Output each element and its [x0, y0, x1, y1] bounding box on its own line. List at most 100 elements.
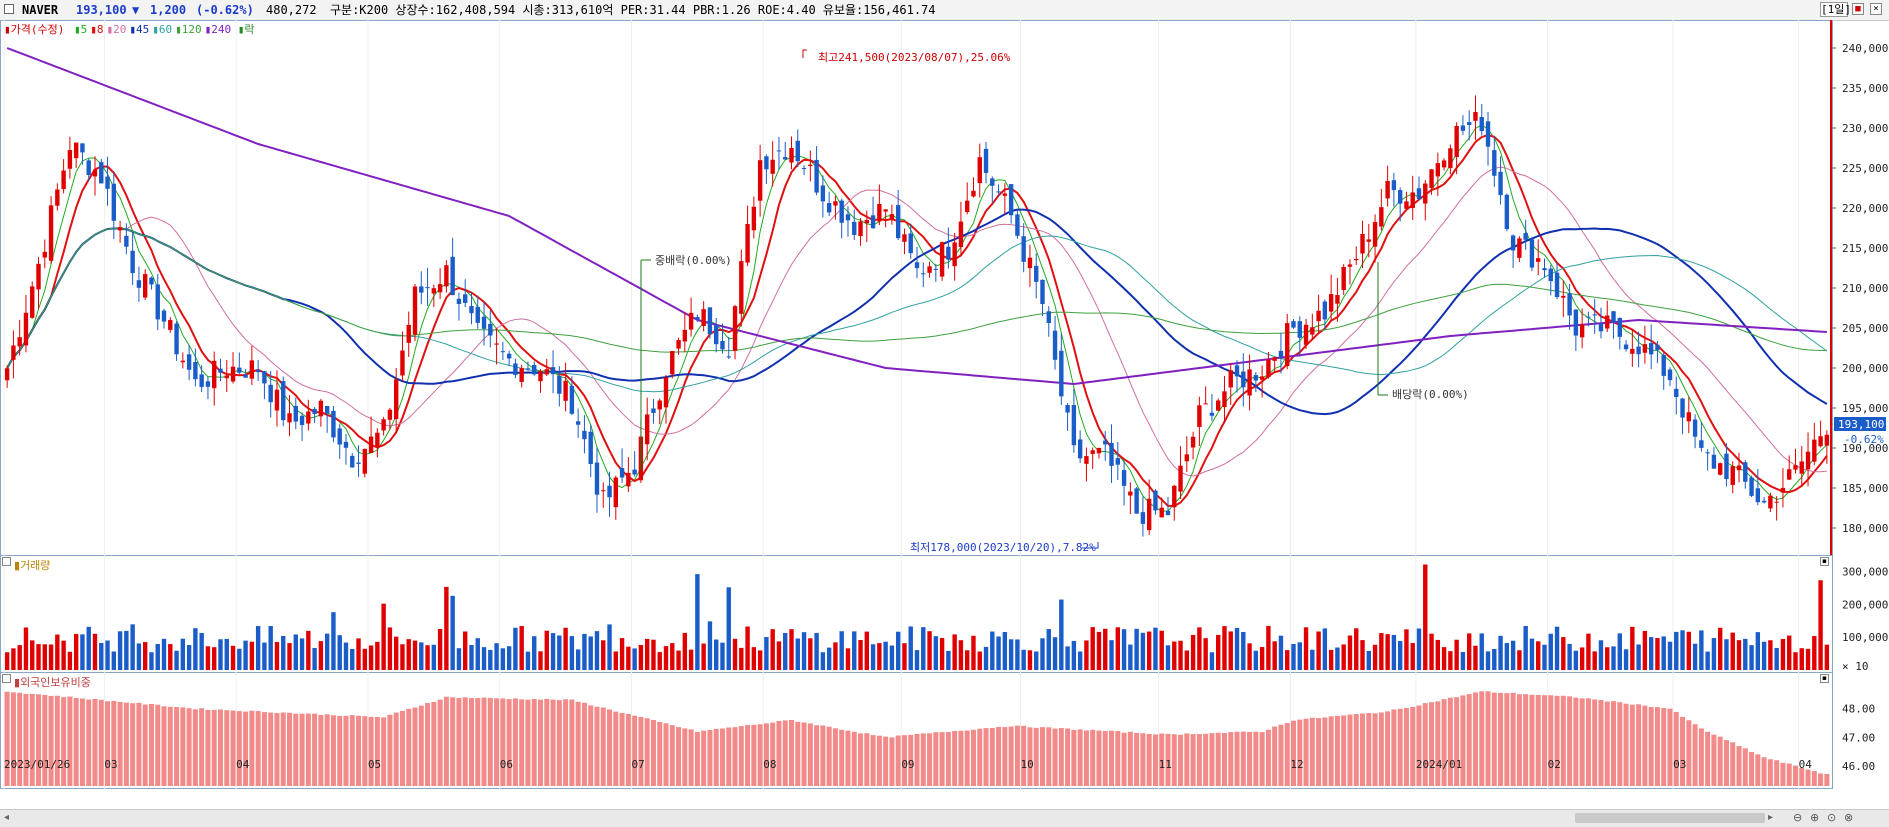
candle-body: [412, 286, 418, 335]
volume-bar: [362, 648, 368, 670]
candle-body: [833, 201, 838, 206]
foreign-bar: [456, 698, 462, 786]
candle-body: [870, 215, 876, 229]
candle-body: [30, 286, 35, 318]
candle-body: [1215, 400, 1221, 411]
candle-body: [1234, 365, 1240, 377]
dividend-label-1: 중배락(0.00%): [655, 254, 732, 267]
candle-body: [644, 414, 650, 445]
candle-body: [437, 284, 443, 293]
horizontal-scrollbar[interactable]: ◂ ▸ ⊖ ⊕ ⊙ ⊗: [0, 809, 1889, 827]
zoom-out-icon[interactable]: ⊖: [1793, 811, 1803, 824]
candle-body: [318, 400, 324, 417]
volume-bar: [318, 641, 324, 670]
foreign-bar: [851, 731, 857, 786]
foreign-bar: [180, 707, 186, 786]
foreign-bar: [425, 703, 431, 786]
x-axis-label: 05: [367, 758, 382, 771]
foreign-bar: [1416, 705, 1422, 786]
foreign-bar: [581, 702, 587, 786]
volume-bar: [1504, 643, 1510, 670]
volume-tick-label: 100,000: [1842, 631, 1888, 644]
candle-body: [1479, 117, 1484, 132]
volume-bar: [1730, 632, 1735, 670]
scroll-right-icon[interactable]: ▸: [1768, 812, 1774, 823]
candle-body: [80, 143, 85, 153]
y-tick-label: 215,000: [1842, 242, 1888, 255]
foreign-bar: [1805, 769, 1811, 786]
foreign-bar: [412, 707, 418, 786]
price-tag-pct: -0.62%: [1844, 433, 1884, 446]
candle-body: [1674, 388, 1679, 398]
candle-body: [1661, 355, 1666, 376]
volume-bar: [199, 632, 204, 670]
foreign-bar: [167, 706, 173, 786]
volume-bar: [1335, 647, 1340, 670]
foreign-bar: [883, 736, 889, 786]
volume-bar: [544, 630, 549, 670]
volume-bar: [695, 574, 700, 670]
foreign-bar: [330, 715, 336, 786]
settings-icon[interactable]: ■: [1852, 3, 1864, 15]
y-tick-label: 240,000: [1842, 42, 1888, 55]
volume-bar: [676, 650, 681, 670]
foreign-title-text: 외국인보유비중: [20, 676, 91, 689]
candle-body: [1341, 266, 1346, 290]
candle-body: [1561, 295, 1566, 298]
volume-bar: [971, 635, 976, 670]
scroll-left-icon[interactable]: ◂: [4, 812, 10, 823]
volume-bar: [663, 646, 669, 670]
period-selector[interactable]: [1일]: [1820, 2, 1851, 17]
volume-bar: [588, 636, 593, 670]
volume-panel-min-icon[interactable]: ▪: [1820, 557, 1829, 566]
ma-legend: ▮가격(수정) ▮5 ▮8 ▮20 ▮45 ▮60 ▮120 ▮240 ▮락: [4, 21, 254, 37]
zoom-reset-icon[interactable]: ⊙: [1827, 811, 1837, 824]
candle-body: [212, 360, 217, 389]
volume-bar: [1636, 644, 1641, 670]
candle-body: [852, 221, 857, 235]
foreign-bar: [1579, 698, 1585, 786]
zoom-fit-icon[interactable]: ⊗: [1844, 811, 1854, 824]
volume-bar: [688, 649, 694, 670]
stock-chart[interactable]: 300,000 200,000 100,000 × 10 48.00 47.00 46.0…: [0, 0, 1889, 790]
volume-bar: [1674, 631, 1679, 670]
volume-bar: [1021, 649, 1026, 670]
volume-panel-title: ▮거래량: [14, 557, 50, 573]
price-tag-value: 193,100: [1838, 418, 1884, 431]
candle-body: [1774, 501, 1779, 503]
x-axis-label: 03: [104, 758, 118, 771]
volume-bar: [519, 626, 524, 670]
candle-body: [1743, 462, 1748, 482]
foreign-bar: [1115, 731, 1121, 786]
volume-bar: [1824, 644, 1830, 670]
select-checkbox[interactable]: [4, 4, 14, 14]
foreign-panel-min-icon[interactable]: ▪: [1820, 674, 1829, 683]
candle-body: [142, 274, 148, 298]
foreign-bar: [939, 732, 945, 786]
candle-body: [1473, 111, 1478, 121]
volume-panel-checkbox[interactable]: [2, 557, 11, 566]
close-icon[interactable]: ×: [1870, 3, 1882, 15]
zoom-in-icon[interactable]: ⊕: [1810, 811, 1820, 824]
x-axis-label: 12: [1290, 758, 1304, 771]
foreign-panel-checkbox[interactable]: [2, 674, 11, 683]
candle-body: [161, 310, 167, 322]
foreign-bar: [324, 714, 330, 786]
foreign-bar: [1642, 705, 1648, 786]
candle-body: [1247, 369, 1252, 396]
candle-body: [921, 273, 926, 275]
candle-body: [11, 345, 16, 360]
volume-bar: [1372, 644, 1378, 670]
candle-body: [1529, 239, 1535, 268]
candle-body: [1159, 507, 1164, 518]
current-price: 193,100: [76, 3, 127, 17]
candle-body: [757, 160, 763, 201]
foreign-bar: [1021, 725, 1027, 786]
volume-bar: [212, 647, 217, 670]
candle-body: [607, 485, 612, 498]
scrollbar-thumb[interactable]: [1575, 813, 1765, 823]
foreign-bar: [1730, 742, 1736, 786]
foreign-bar: [1178, 734, 1184, 786]
volume-bar: [262, 642, 267, 670]
volume-bar: [299, 638, 305, 670]
